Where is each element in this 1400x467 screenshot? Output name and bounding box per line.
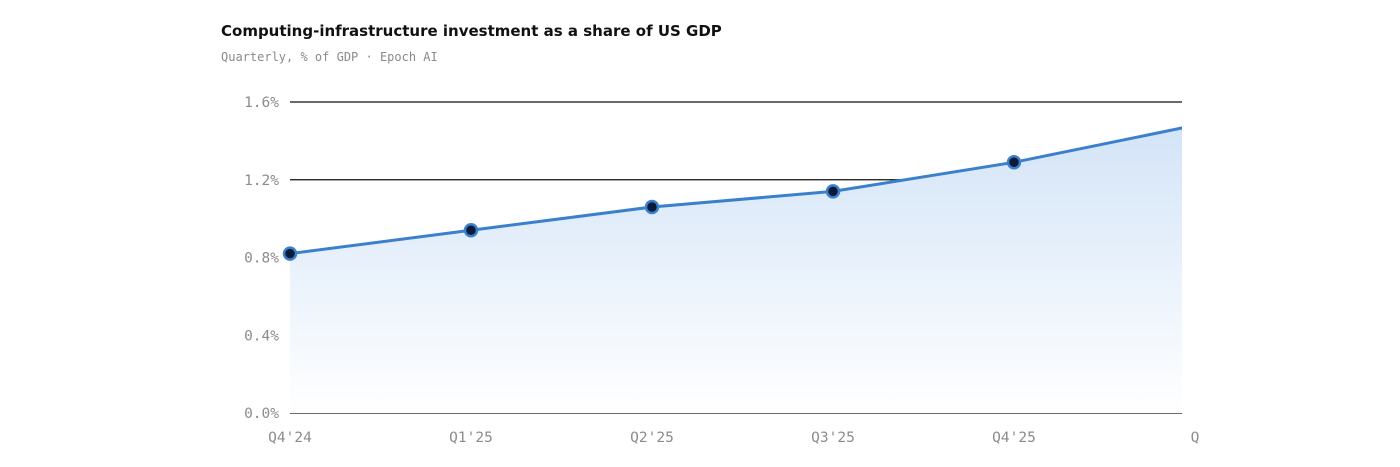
data-point-3[interactable] — [825, 184, 841, 199]
data-point-1[interactable] — [463, 223, 479, 238]
data-point-2[interactable] — [644, 199, 660, 215]
y-axis-ticks: 0.0% 0.4% 0.8% 1.2% 1.6% — [244, 95, 279, 422]
y-tick-label-2: 0.8% — [244, 251, 279, 267]
x-tick-label-0: Q4'24 — [268, 430, 312, 446]
x-tick-label-5: Q — [1191, 430, 1200, 446]
y-tick-label-0: 0.0% — [244, 406, 279, 422]
series-line-path — [288, 126, 1182, 256]
area-fill — [290, 127, 1182, 413]
data-point-0[interactable] — [282, 246, 298, 261]
x-axis-ticks: Q4'24 Q1'25 Q2'25 Q3'25 Q4'25 Q — [268, 430, 1199, 446]
x-tick-label-1: Q1'25 — [449, 430, 493, 446]
y-tick-label-1: 0.4% — [244, 328, 279, 344]
series-line — [288, 126, 1182, 256]
chart-subtitle: Quarterly, % of GDP · Epoch AI — [221, 50, 438, 64]
data-markers — [282, 155, 1022, 261]
y-tick-label-4: 1.6% — [244, 95, 279, 111]
x-tick-label-4: Q4'25 — [992, 430, 1036, 446]
series-area — [290, 127, 1182, 413]
chart-title: Computing-infrastructure investment as a… — [221, 22, 722, 40]
x-tick-label-3: Q3'25 — [811, 430, 855, 446]
data-point-4[interactable] — [1006, 155, 1022, 170]
x-tick-label-2: Q2'25 — [630, 430, 674, 446]
y-tick-label-3: 1.2% — [244, 173, 279, 189]
